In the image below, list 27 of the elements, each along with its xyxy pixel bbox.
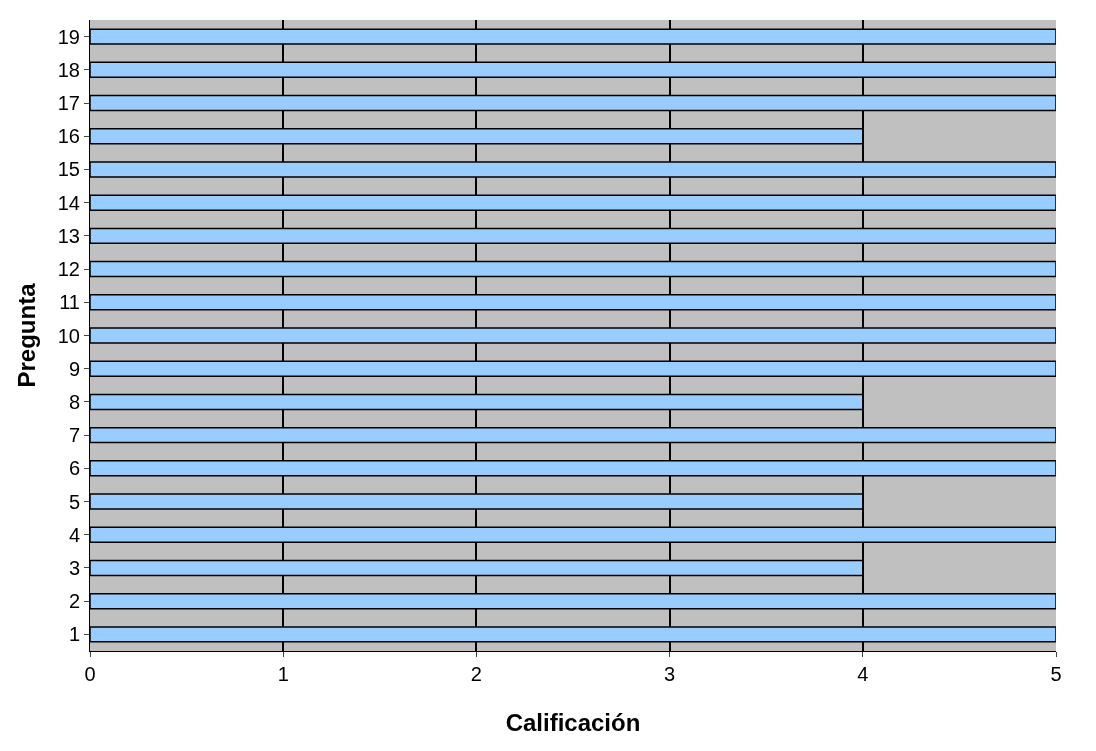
y-tick-label: 5 bbox=[68, 490, 80, 513]
y-tick-label: 8 bbox=[68, 390, 80, 413]
y-tick-label: 14 bbox=[57, 191, 80, 214]
x-axis-title: Calificación bbox=[505, 709, 641, 737]
y-tick-label: 16 bbox=[57, 125, 80, 148]
y-axis-title: Pregunta bbox=[12, 282, 40, 388]
y-tick-label: 3 bbox=[68, 556, 80, 579]
y-tick-label: 17 bbox=[57, 92, 80, 115]
y-tick-label: 10 bbox=[57, 324, 80, 347]
y-tick-label: 9 bbox=[68, 357, 80, 380]
y-tick-label: 6 bbox=[68, 457, 80, 480]
y-tick-label: 2 bbox=[68, 590, 80, 613]
x-tick-label: 0 bbox=[84, 663, 96, 685]
x-tick-label: 4 bbox=[857, 663, 869, 685]
y-tick-label: 11 bbox=[59, 291, 80, 314]
y-tick-label: 12 bbox=[57, 258, 80, 281]
x-tick-label: 3 bbox=[664, 663, 676, 685]
y-tick-label: 19 bbox=[57, 25, 80, 48]
y-tick-label: 13 bbox=[57, 224, 80, 247]
y-tick-label: 1 bbox=[68, 623, 80, 646]
y-tick-label: 7 bbox=[68, 424, 80, 447]
y-tick-label: 18 bbox=[57, 58, 80, 81]
x-tick-label: 2 bbox=[470, 663, 482, 685]
x-tick-label: 5 bbox=[1050, 663, 1062, 685]
x-tick-label: 1 bbox=[277, 663, 289, 685]
y-tick-label: 4 bbox=[68, 523, 80, 546]
y-tick-label: 15 bbox=[57, 158, 80, 181]
